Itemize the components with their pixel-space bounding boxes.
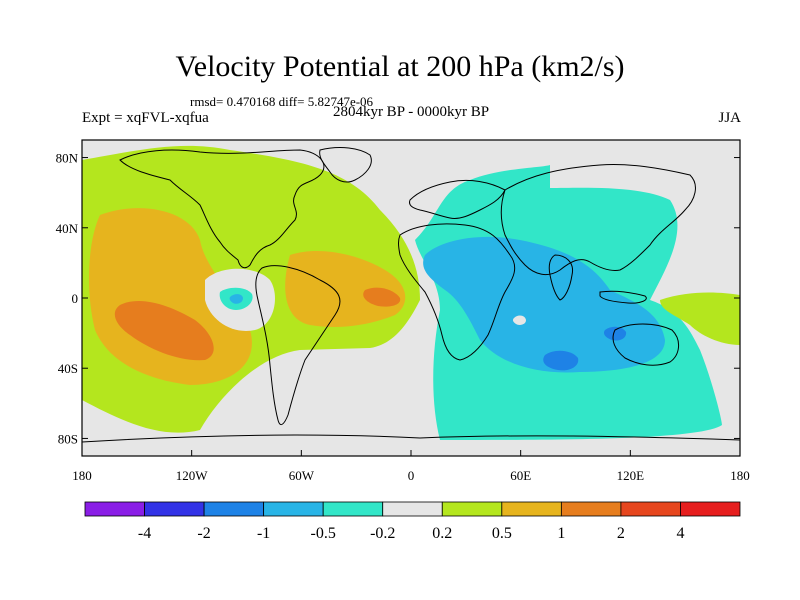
contour-neutral-spot	[512, 315, 526, 325]
colorbar-swatch	[382, 501, 443, 517]
colorbar-label: 2	[617, 525, 625, 542]
season-label: JJA	[718, 110, 741, 126]
colorbar-label: -4	[138, 525, 151, 542]
contour-positive-1-atlantic	[363, 287, 401, 307]
colorbar: -4 -2 -1 -0.5 -0.2 0.2 0.5 1 2 4	[84, 501, 741, 542]
colorbar-swatch	[322, 501, 384, 517]
colorbar-swatch	[144, 501, 205, 517]
y-tick-label: 40N	[56, 221, 79, 236]
contour-negative-1-australia	[603, 326, 627, 341]
colorbar-label: 1	[557, 525, 565, 542]
colorbar-label: 4	[676, 525, 684, 542]
colorbar-swatch	[680, 501, 741, 517]
contour-positive-0.5-atlantic	[285, 250, 406, 327]
coast-europe	[409, 179, 506, 219]
contour-negative-1-indian	[543, 350, 579, 371]
x-tick-label: 180	[72, 468, 92, 483]
experiment-label: Expt = xqFVL-xqfua	[82, 110, 209, 126]
tick-labels: 180 120W 60W 0 60E 120E 180 80N 40N 0 40S 80S	[56, 151, 750, 483]
coastlines	[82, 147, 740, 443]
plot-subtitle: 2804kyr BP - 0000kyr BP	[332, 104, 490, 120]
coast-india	[548, 254, 574, 301]
plot-title: Velocity Potential at 200 hPa (km2/s)	[175, 50, 625, 83]
contour-fields	[82, 145, 740, 440]
colorbar-swatch	[620, 501, 681, 517]
coast-asia	[500, 164, 696, 276]
x-tick-label: 120E	[617, 468, 645, 483]
coast-antarctica	[82, 434, 740, 443]
colorbar-swatch	[560, 501, 622, 517]
x-tick-label: 60W	[289, 468, 315, 483]
colorbar-label: -0.5	[311, 525, 336, 542]
contour-positive-0.2-wpacific	[660, 292, 740, 345]
colorbar-swatch	[203, 501, 265, 517]
y-tick-label: 80N	[56, 151, 79, 166]
colorbar-label: -2	[197, 525, 210, 542]
y-tick-label: 80S	[58, 431, 78, 446]
colorbar-swatch	[84, 501, 145, 517]
rmsd-stats: rmsd= 0.470168 diff= 5.82747e-06	[190, 94, 374, 109]
x-tick-label: 60E	[510, 468, 531, 483]
colorbar-label: -1	[257, 525, 270, 542]
y-tick-label: 40S	[58, 361, 78, 376]
tick-marks	[81, 157, 741, 456]
x-tick-label: 180	[730, 468, 750, 483]
colorbar-swatch	[501, 501, 562, 517]
colorbar-label: 0.2	[432, 525, 452, 542]
coast-south-america	[255, 265, 341, 426]
contour-positive-1-pacific	[114, 300, 214, 361]
colorbar-label: -0.2	[370, 525, 395, 542]
coast-north-america	[119, 149, 325, 269]
coast-australia	[612, 323, 679, 366]
colorbar-swatch	[263, 501, 324, 517]
contour-negative-0.5-east	[423, 236, 665, 373]
x-tick-label: 120W	[176, 468, 209, 483]
colorbar-label: 0.5	[492, 525, 512, 542]
coast-greenland	[319, 147, 372, 183]
x-tick-label: 0	[408, 468, 415, 483]
colorbar-swatch	[441, 501, 503, 517]
y-tick-label: 0	[72, 291, 79, 306]
coast-maritime	[599, 290, 647, 304]
contour-negative-peru-core	[229, 294, 243, 304]
coast-africa	[398, 223, 516, 361]
